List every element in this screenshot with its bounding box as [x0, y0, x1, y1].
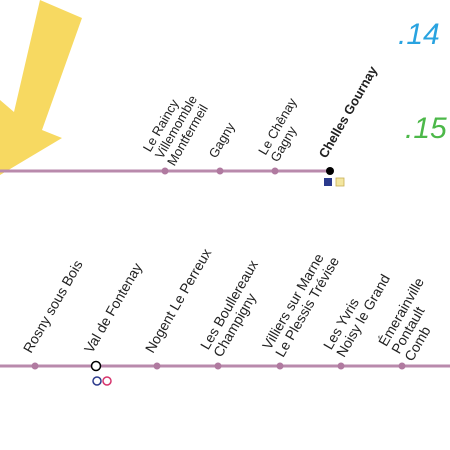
transfer-icon [324, 178, 332, 186]
handwritten-note: .14 [398, 18, 440, 51]
station [271, 167, 279, 175]
transfer-icon [102, 376, 112, 386]
highlight-arrow [0, 0, 82, 175]
station-interchange [90, 360, 102, 372]
transfer-icon [335, 177, 345, 187]
station [216, 167, 224, 175]
station [276, 362, 284, 370]
station-terminus [326, 167, 334, 175]
station [161, 167, 169, 175]
station [153, 362, 161, 370]
station [398, 362, 406, 370]
station [337, 362, 345, 370]
station [214, 362, 222, 370]
handwritten-note: .15 [405, 112, 447, 145]
transfer-icon [92, 376, 102, 386]
station [31, 362, 39, 370]
